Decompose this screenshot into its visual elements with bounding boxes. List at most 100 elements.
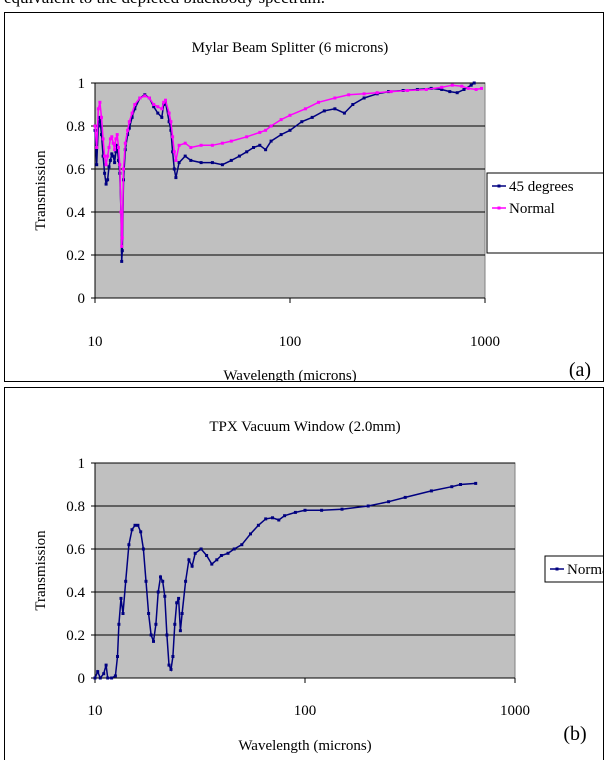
data-point [126,133,130,137]
data-point [249,532,252,536]
data-point [96,107,100,111]
y-tick-label: 0.6 [66,162,85,178]
data-point [117,146,120,149]
series-line-0 [94,482,476,680]
x-tick-label: 100 [294,703,317,719]
data-point [98,676,102,680]
data-point [115,143,119,147]
data-point [152,103,156,106]
data-point [462,88,466,91]
data-point [279,133,283,137]
x-tick-label: 10 [88,334,103,350]
data-point [375,91,379,95]
data-point [205,554,209,557]
data-point [389,90,393,94]
data-point [469,83,473,87]
data-point [160,115,164,119]
y-tick-label: 0.2 [66,248,85,264]
data-point [167,111,171,115]
y-tick-label: 0.4 [66,585,85,601]
data-point [163,594,167,598]
data-point [232,547,236,551]
legend-label: Normal [567,562,604,578]
data-point [147,612,151,615]
data-point [117,158,120,162]
data-point [190,564,194,568]
data-point [120,236,124,240]
data-point [164,98,167,102]
data-point [173,622,177,626]
data-point [127,120,131,124]
data-point [303,107,307,111]
data-point [245,150,249,154]
y-axis-label: Transmission [33,530,49,611]
data-point [340,507,344,511]
data-point [160,107,164,111]
data-point [144,579,148,583]
data-point [440,88,444,91]
data-point [111,141,115,145]
data-point [252,146,255,149]
data-point [159,575,162,579]
data-point [220,163,224,167]
chart-title: Mylar Beam Splitter (6 microns) [192,40,389,56]
data-point [403,495,407,499]
data-point [288,113,292,117]
data-point [472,81,476,85]
data-point [113,148,117,152]
data-point [189,146,193,149]
data-point [118,163,122,167]
data-point [474,88,478,91]
data-point [138,96,142,100]
data-point [119,210,123,214]
data-point [103,171,107,175]
data-point [103,154,107,158]
data-point [277,518,281,522]
y-tick-label: 0.6 [66,542,85,558]
data-point [147,96,151,100]
x-tick-label: 1000 [500,703,530,719]
chart-title: TPX Vacuum Window (2.0mm) [209,419,400,435]
data-point [121,612,125,615]
data-point [130,115,134,119]
data-point [474,481,478,485]
data-point [111,154,115,158]
data-point [126,128,130,132]
data-point [264,128,268,132]
data-point [110,152,114,156]
data-point [106,676,110,680]
data-point [459,483,462,486]
data-point [167,120,171,124]
data-point [156,105,160,109]
data-point [175,601,179,605]
data-point [362,92,366,96]
data-point [152,105,156,109]
data-point [107,165,111,169]
chart-a-svg: 0 0.2 0.4 0.6 0.8 1 10 100 1000 Mylar Beam Splitt… [33,40,603,381]
data-point [199,143,203,147]
data-point [165,633,169,637]
data-point [387,500,391,504]
data-point [119,596,123,600]
data-point [183,154,187,158]
y-tick-label: 0.8 [66,499,85,515]
data-point [310,115,314,119]
panel-label: (b) [563,723,586,745]
data-point [141,547,145,551]
data-point [106,154,110,158]
data-point [113,161,117,165]
data-point [189,158,193,162]
data-point [107,146,111,149]
data-point [95,163,99,167]
data-point [110,676,114,680]
data-point [133,103,137,106]
data-point [114,137,118,141]
data-point [256,523,260,527]
panel-label: (a) [569,359,591,381]
data-point [320,508,324,512]
data-point [172,167,176,171]
data-point [303,508,307,512]
data-point [342,111,346,115]
data-point [219,554,223,557]
data-point [269,139,273,143]
